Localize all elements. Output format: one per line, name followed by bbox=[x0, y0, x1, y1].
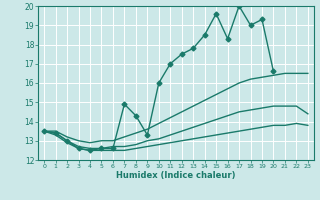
X-axis label: Humidex (Indice chaleur): Humidex (Indice chaleur) bbox=[116, 171, 236, 180]
